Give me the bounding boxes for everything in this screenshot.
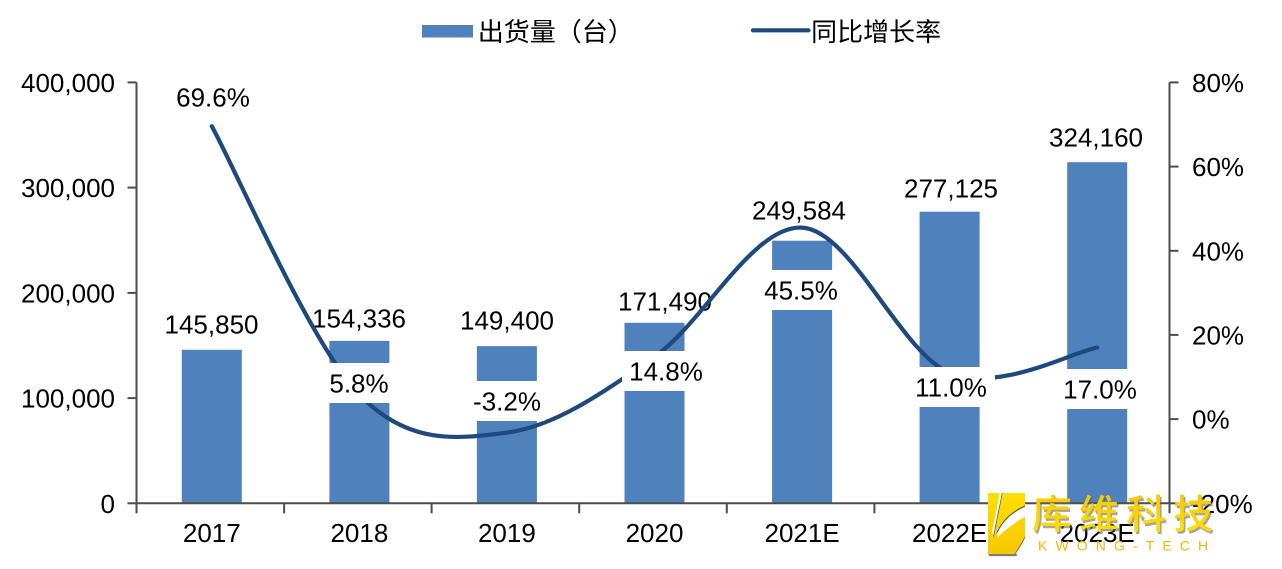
svg-text:14.8%: 14.8% <box>629 357 703 387</box>
svg-text:2020: 2020 <box>626 518 684 548</box>
svg-text:17.0%: 17.0% <box>1063 375 1137 405</box>
svg-text:2023E: 2023E <box>1060 518 1135 548</box>
svg-text:171,490: 171,490 <box>618 287 712 317</box>
svg-text:40%: 40% <box>1192 236 1244 266</box>
svg-text:KWONG-TECH: KWONG-TECH <box>1038 538 1216 554</box>
svg-text:5.8%: 5.8% <box>329 369 388 399</box>
svg-text:324,160: 324,160 <box>1049 123 1143 153</box>
svg-text:2021E: 2021E <box>765 518 840 548</box>
svg-text:277,125: 277,125 <box>904 174 998 204</box>
svg-text:100,000: 100,000 <box>21 384 115 414</box>
svg-text:60%: 60% <box>1192 152 1244 182</box>
svg-text:249,584: 249,584 <box>752 196 846 226</box>
svg-text:400,000: 400,000 <box>21 68 115 98</box>
svg-text:149,400: 149,400 <box>460 306 554 336</box>
svg-text:20%: 20% <box>1192 320 1244 350</box>
svg-text:154,336: 154,336 <box>312 304 406 334</box>
svg-text:300,000: 300,000 <box>21 173 115 203</box>
svg-text:80%: 80% <box>1192 68 1244 98</box>
svg-text:69.6%: 69.6% <box>176 83 250 113</box>
svg-text:2022E: 2022E <box>912 518 987 548</box>
svg-text:45.5%: 45.5% <box>764 276 838 306</box>
svg-text:0: 0 <box>101 489 115 519</box>
svg-text:145,850: 145,850 <box>165 310 259 340</box>
svg-text:-3.2%: -3.2% <box>473 387 541 417</box>
svg-text:200,000: 200,000 <box>21 278 115 308</box>
svg-text:11.0%: 11.0% <box>915 373 987 403</box>
svg-text:0%: 0% <box>1192 405 1230 435</box>
svg-text:2017: 2017 <box>183 518 241 548</box>
svg-text:2019: 2019 <box>478 518 536 548</box>
svg-text:2018: 2018 <box>330 518 388 548</box>
